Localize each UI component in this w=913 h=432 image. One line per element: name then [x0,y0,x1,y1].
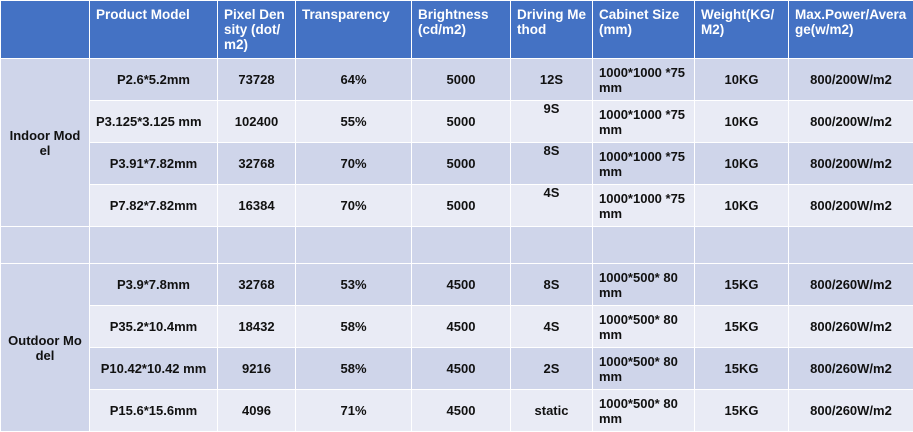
cell-power: 800/200W/m2 [788,142,913,185]
cell-cabinet: 1000*1000 *75mm [592,184,695,227]
cell-weight: 10KG [694,142,789,185]
cell-driving: 8S [510,142,593,185]
cell-model: P2.6*5.2mm [89,58,218,101]
header-pixel-density: Pixel Density (dot/m2) [217,0,296,59]
cell-transparency: 70% [295,184,412,227]
cell-power: 800/260W/m2 [788,389,913,432]
table-row: P3.125*3.125 mm 102400 55% 5000 9S 1000*… [1,100,913,143]
cell-cabinet: 1000*500* 80mm [592,389,695,432]
cell-brightness: 5000 [411,142,511,185]
cell-transparency: 71% [295,389,412,432]
header-cabinet-size: Cabinet Size(mm) [592,0,695,59]
header-brightness: Brightness (cd/m2) [411,0,511,59]
group-label-outdoor: Outdoor Model [0,263,90,432]
header-transparency: Transparency [295,0,412,59]
cell-brightness: 5000 [411,100,511,143]
cell-power: 800/260W/m2 [788,305,913,348]
cell-weight: 10KG [694,58,789,101]
cell-density: 18432 [217,305,296,348]
cell-transparency: 58% [295,305,412,348]
cell-model: P10.42*10.42 mm [89,347,218,390]
empty-cell [89,226,218,264]
cell-weight: 10KG [694,100,789,143]
cell-brightness: 5000 [411,58,511,101]
cell-brightness: 4500 [411,305,511,348]
cell-density: 73728 [217,58,296,101]
cell-driving: 4S [510,184,593,227]
cell-density: 102400 [217,100,296,143]
cell-weight: 15KG [694,389,789,432]
cell-model: P7.82*7.82mm [89,184,218,227]
cell-driving: 9S [510,100,593,143]
header-row: Product Model Pixel Density (dot/m2) Tra… [0,0,913,59]
cell-driving: static [510,389,593,432]
cell-power: 800/200W/m2 [788,58,913,101]
cell-cabinet: 1000*500* 80mm [592,305,695,348]
cell-brightness: 4500 [411,347,511,390]
group-label-indoor: Indoor Model [0,58,90,227]
empty-cell [217,226,296,264]
cell-model: P3.125*3.125 mm [89,100,218,143]
cell-transparency: 64% [295,58,412,101]
cell-driving: 2S [510,347,593,390]
cell-model: P35.2*10.4mm [89,305,218,348]
empty-cell [788,226,913,264]
table-row: Indoor Model P2.6*5.2mm 73728 64% 5000 1… [0,58,913,227]
empty-cell [411,226,511,264]
empty-cell [694,226,789,264]
cell-transparency: 70% [295,142,412,185]
header-corner [0,0,90,59]
table-row: Outdoor Model P3.9*7.8mm 32768 53% 4500 … [0,263,913,432]
cell-brightness: 4500 [411,389,511,432]
cell-density: 32768 [217,142,296,185]
cell-weight: 10KG [694,184,789,227]
cell-weight: 15KG [694,263,789,306]
cell-power: 800/200W/m2 [788,100,913,143]
cell-model: P3.9*7.8mm [89,263,218,306]
cell-weight: 15KG [694,305,789,348]
header-max-power: Max.Power/Average(w/m2) [788,0,913,59]
cell-brightness: 5000 [411,184,511,227]
cell-brightness: 4500 [411,263,511,306]
cell-driving: 4S [510,305,593,348]
cell-cabinet: 1000*500* 80mm [592,263,695,306]
cell-cabinet: 1000*500* 80mm [592,347,695,390]
cell-driving: 12S [510,58,593,101]
cell-transparency: 58% [295,347,412,390]
cell-model: P15.6*15.6mm [89,389,218,432]
cell-power: 800/200W/m2 [788,184,913,227]
table-row: P7.82*7.82mm 16384 70% 5000 4S 1000*1000… [1,184,913,227]
table-row: P3.91*7.82mm 32768 70% 5000 8S 1000*1000… [1,142,913,185]
table-row: P35.2*10.4mm 18432 58% 4500 4S 1000*500*… [1,305,913,348]
header-weight: Weight(KG/M2) [694,0,789,59]
empty-cell [0,226,90,264]
cell-model: P3.91*7.82mm [89,142,218,185]
header-product-model: Product Model [89,0,218,59]
header-driving-method: Driving Method [510,0,593,59]
empty-cell [510,226,593,264]
cell-density: 4096 [217,389,296,432]
cell-cabinet: 1000*1000 *75mm [592,100,695,143]
empty-cell [295,226,412,264]
cell-power: 800/260W/m2 [788,263,913,306]
cell-weight: 15KG [694,347,789,390]
spacer-row [0,226,913,264]
cell-transparency: 53% [295,263,412,306]
cell-density: 16384 [217,184,296,227]
cell-power: 800/260W/m2 [788,347,913,390]
cell-cabinet: 1000*1000 *75mm [592,142,695,185]
table-row: P10.42*10.42 mm 9216 58% 4500 2S 1000*50… [1,347,913,390]
cell-driving: 8S [510,263,593,306]
cell-cabinet: 1000*1000 *75mm [592,58,695,101]
cell-density: 9216 [217,347,296,390]
cell-transparency: 55% [295,100,412,143]
empty-cell [592,226,695,264]
cell-density: 32768 [217,263,296,306]
table-row: P15.6*15.6mm 4096 71% 4500 static 1000*5… [1,389,913,432]
